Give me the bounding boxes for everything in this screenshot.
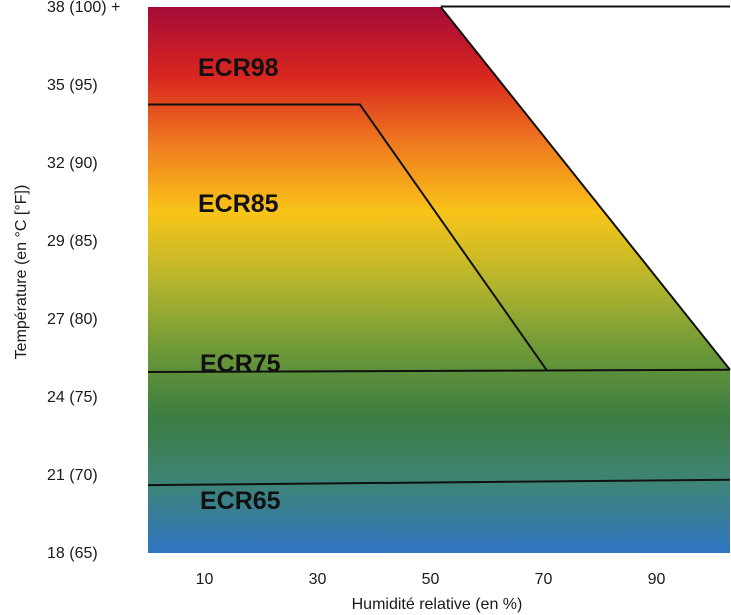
zone-label-ecr85: ECR85 <box>198 190 279 218</box>
boundary-ecr98 <box>439 6 731 371</box>
zone-labels: ECR98 ECR85 ECR75 ECR65 <box>198 54 281 515</box>
boundary-ecr65 <box>147 478 731 487</box>
zone-boundaries <box>147 6 731 487</box>
y-tick-label: 18 (65) <box>47 545 98 562</box>
y-tick-label: 32 (90) <box>47 155 98 172</box>
y-axis-label: Température (en °C [°F]) <box>13 185 30 360</box>
x-tick-label: 90 <box>648 571 666 588</box>
x-tick-label: 70 <box>535 571 553 588</box>
zone-label-ecr65: ECR65 <box>200 487 281 515</box>
y-tick-label: 24 (75) <box>47 389 98 406</box>
y-tick-label: 29 (85) <box>47 233 98 250</box>
zone-label-ecr75: ECR75 <box>200 350 281 378</box>
x-tick-label: 50 <box>422 571 440 588</box>
y-tick-label: 21 (70) <box>47 467 98 484</box>
x-axis-ticks: 10 30 50 70 90 <box>196 571 666 588</box>
boundary-ecr75 <box>147 368 731 373</box>
x-tick-label: 10 <box>196 571 214 588</box>
x-axis-label: Humidité relative (en %) <box>352 596 523 613</box>
boundary-ecr85 <box>148 103 548 371</box>
y-tick-label: 35 (95) <box>47 77 98 94</box>
y-tick-label: 27 (80) <box>47 311 98 328</box>
y-axis-ticks: 18 (65) 21 (70) 24 (75) 27 (80) 29 (85) 32 (9… <box>47 0 120 562</box>
y-tick-label: 38 (100) + <box>47 0 120 16</box>
x-tick-label: 30 <box>309 571 327 588</box>
zone-label-ecr98: ECR98 <box>198 54 279 82</box>
